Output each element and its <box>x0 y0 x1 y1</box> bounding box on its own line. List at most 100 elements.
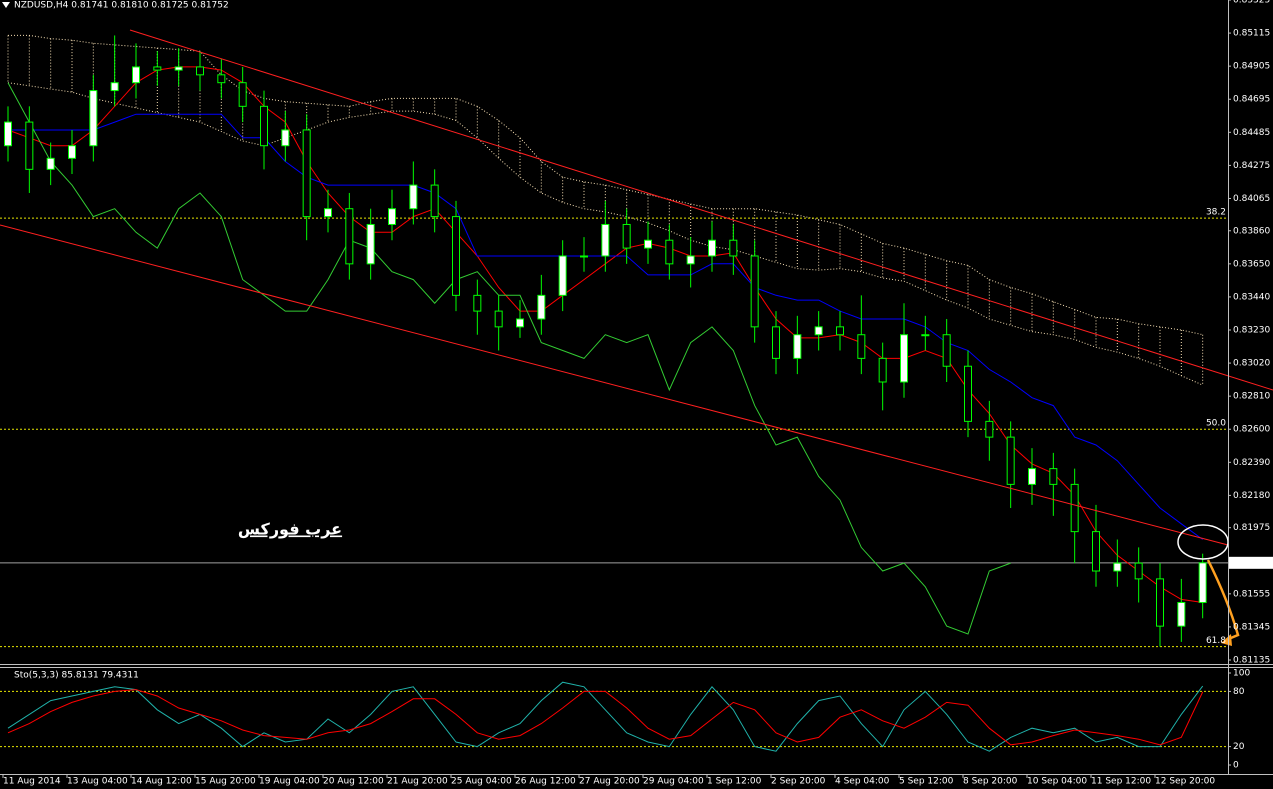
channel-upper <box>129 29 1273 391</box>
channel-lower <box>0 224 1229 546</box>
y-tick-label: 0.84485 <box>1233 128 1270 138</box>
candle-body <box>473 294 482 312</box>
candle-body <box>985 420 994 438</box>
y-tick-label: 0.81555 <box>1233 589 1270 599</box>
candle-body <box>110 82 119 92</box>
x-tick-label: 20 Aug 12:00 <box>323 777 384 787</box>
indicator-line <box>7 681 1204 752</box>
x-tick-label: 11 Sep 12:00 <box>1091 777 1151 787</box>
candle-body <box>772 326 780 359</box>
candle-body <box>132 66 140 84</box>
candle-body <box>1198 562 1207 604</box>
candle-body <box>793 334 802 359</box>
candle-body <box>4 121 12 147</box>
y-tick-label: 80 <box>1233 687 1245 697</box>
x-tick-label: 4 Sep 04:00 <box>835 777 890 787</box>
drawings <box>0 29 1273 646</box>
candle-body <box>196 66 204 76</box>
x-tick-label: 14 Aug 12:00 <box>131 777 192 787</box>
candle-body <box>1156 578 1164 627</box>
candle-body <box>942 334 951 367</box>
candle-body <box>302 129 311 218</box>
x-tick-label: 13 Aug 04:00 <box>67 777 128 787</box>
current-price-label: 0.81752 <box>1233 558 1270 568</box>
candle-body <box>878 357 887 383</box>
candle-body <box>46 157 55 170</box>
y-tick-label: 0.82390 <box>1233 458 1270 468</box>
y-tick-label: 0.82810 <box>1233 392 1270 402</box>
x-tick-label: 8 Sep 20:00 <box>963 777 1018 787</box>
x-tick-label: 19 Aug 04:00 <box>259 777 320 787</box>
fib-label: 50.0 <box>1206 419 1226 429</box>
candle-body <box>644 239 652 249</box>
candle-body <box>1113 562 1122 572</box>
candle-body <box>217 74 226 84</box>
candle-body <box>836 326 844 336</box>
candle-body <box>921 334 930 337</box>
candle-body <box>89 90 98 147</box>
candle-body <box>68 145 76 159</box>
candle-body <box>601 223 610 257</box>
y-tick-label: 0.83230 <box>1233 326 1270 336</box>
y-tick-label: 0.82180 <box>1233 491 1270 501</box>
candle-body <box>1070 483 1079 533</box>
candle-body <box>494 310 503 328</box>
indicator-title: Sto(5,3,3) 85.8131 79.4311 <box>14 671 139 681</box>
x-tick-label: 25 Aug 04:00 <box>451 777 512 787</box>
candle-body <box>409 184 418 210</box>
indicator-line <box>7 82 1011 635</box>
x-tick-label: 27 Aug 20:00 <box>579 777 640 787</box>
candle-body <box>814 326 823 336</box>
indicator-title: NZDUSD,H4 0.81741 0.81810 0.81725 0.8175… <box>14 1 229 11</box>
x-tick-label: 15 Aug 20:00 <box>195 777 256 787</box>
y-tick-label: 0.81975 <box>1233 523 1270 533</box>
candle-body <box>900 334 908 383</box>
y-tick-label: 0.83440 <box>1233 292 1270 302</box>
x-tick-label: 1 Sep 12:00 <box>707 777 762 787</box>
x-tick-label: 2 Sep 20:00 <box>771 777 826 787</box>
x-tick-label: 12 Sep 20:00 <box>1155 777 1215 787</box>
arrow <box>1206 559 1240 642</box>
candle-body <box>1134 562 1143 580</box>
candle-body <box>25 121 34 170</box>
candle-body <box>708 239 716 257</box>
y-tick-label: 0.81345 <box>1233 622 1270 632</box>
x-tick-label: 10 Sep 04:00 <box>1027 777 1087 787</box>
y-tick-label: 0.84905 <box>1233 62 1270 72</box>
candle-body <box>238 82 247 107</box>
y-tick-label: 0.83020 <box>1233 359 1270 369</box>
y-tick-label: 100 <box>1233 669 1250 679</box>
y-tick-label: 0.85325 <box>1233 0 1270 6</box>
candle-body <box>964 365 972 422</box>
candle-body <box>174 66 183 71</box>
arrow-head <box>1221 634 1232 646</box>
indicator-line <box>8 34 1203 336</box>
candle-body <box>558 255 567 296</box>
candle-body <box>750 255 759 328</box>
y-tick-label: 0.83860 <box>1233 226 1270 236</box>
candle-body <box>622 223 631 249</box>
candle-body <box>857 334 866 359</box>
candle-body <box>537 294 546 320</box>
y-tick-label: 0.83650 <box>1233 259 1270 269</box>
y-tick-label: 0.84275 <box>1233 161 1270 171</box>
x-tick-label: 21 Aug 20:00 <box>387 777 448 787</box>
x-tick-label: 26 Aug 12:00 <box>515 777 576 787</box>
candle-body <box>452 216 460 296</box>
candle-body <box>430 184 439 218</box>
x-tick-label: 5 Sep 12:00 <box>899 777 954 787</box>
symbol-marker <box>2 2 10 8</box>
x-tick-label: 11 Aug 2014 <box>3 777 61 787</box>
candle-body <box>1028 468 1036 485</box>
fib-label: 38.2 <box>1206 208 1226 218</box>
candle-body <box>366 223 375 265</box>
candle-body <box>1049 468 1058 485</box>
fib-label: 61.8 <box>1206 636 1226 646</box>
candles <box>4 35 1207 647</box>
candle-body <box>1177 602 1186 627</box>
candle-body <box>729 239 738 257</box>
